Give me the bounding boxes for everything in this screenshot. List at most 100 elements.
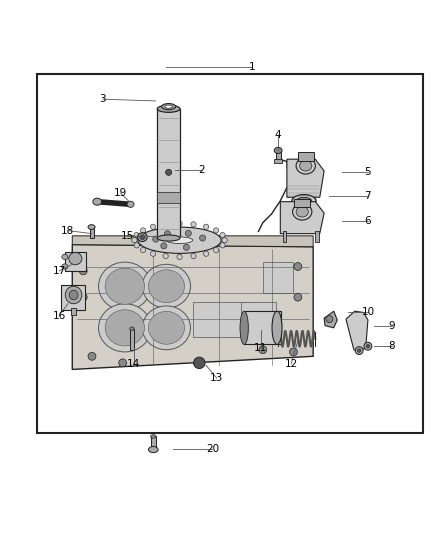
Circle shape xyxy=(132,238,137,243)
Bar xyxy=(90,227,94,238)
Ellipse shape xyxy=(69,290,78,300)
Bar xyxy=(61,285,85,310)
Circle shape xyxy=(294,293,302,301)
Text: 6: 6 xyxy=(364,215,371,225)
Polygon shape xyxy=(280,201,324,233)
Text: 5: 5 xyxy=(364,167,371,177)
Ellipse shape xyxy=(166,237,193,244)
Ellipse shape xyxy=(296,206,308,217)
Ellipse shape xyxy=(99,262,151,310)
Circle shape xyxy=(150,251,155,256)
Circle shape xyxy=(213,228,219,233)
Ellipse shape xyxy=(62,254,68,260)
Circle shape xyxy=(134,243,139,248)
Ellipse shape xyxy=(138,227,221,253)
Circle shape xyxy=(164,231,170,237)
Ellipse shape xyxy=(148,447,158,453)
Circle shape xyxy=(184,244,190,251)
Circle shape xyxy=(259,346,267,354)
Ellipse shape xyxy=(127,201,134,207)
Circle shape xyxy=(79,293,87,301)
Bar xyxy=(193,302,250,336)
Polygon shape xyxy=(287,159,324,197)
Ellipse shape xyxy=(65,286,82,304)
Bar xyxy=(241,302,276,336)
Circle shape xyxy=(200,235,206,241)
Bar xyxy=(283,231,286,243)
Ellipse shape xyxy=(142,264,191,308)
Circle shape xyxy=(191,253,196,259)
Ellipse shape xyxy=(148,270,184,303)
Polygon shape xyxy=(72,245,313,369)
Polygon shape xyxy=(324,311,337,328)
Ellipse shape xyxy=(300,160,312,171)
Bar xyxy=(263,262,293,293)
Text: 16: 16 xyxy=(53,311,66,320)
Ellipse shape xyxy=(99,304,151,352)
Text: 13: 13 xyxy=(210,373,223,383)
Ellipse shape xyxy=(138,233,147,241)
Polygon shape xyxy=(72,236,313,247)
Circle shape xyxy=(141,228,146,233)
Ellipse shape xyxy=(157,235,180,241)
Text: 15: 15 xyxy=(120,231,134,241)
Bar xyxy=(315,231,319,243)
Text: 10: 10 xyxy=(361,308,374,318)
Ellipse shape xyxy=(162,103,176,110)
Ellipse shape xyxy=(105,310,145,346)
Text: 3: 3 xyxy=(99,94,106,104)
Circle shape xyxy=(185,230,191,236)
Text: 18: 18 xyxy=(61,225,74,236)
Circle shape xyxy=(153,236,159,242)
Circle shape xyxy=(191,222,196,227)
Circle shape xyxy=(366,344,370,348)
Bar xyxy=(71,308,76,314)
Circle shape xyxy=(220,232,225,238)
Circle shape xyxy=(357,349,361,352)
Circle shape xyxy=(79,267,87,275)
Circle shape xyxy=(177,221,182,226)
Ellipse shape xyxy=(165,105,173,108)
Circle shape xyxy=(294,263,302,270)
Ellipse shape xyxy=(140,235,145,239)
Circle shape xyxy=(150,224,155,229)
Ellipse shape xyxy=(151,435,156,438)
Bar xyxy=(37,74,423,433)
Ellipse shape xyxy=(130,327,134,330)
Ellipse shape xyxy=(142,306,191,350)
Ellipse shape xyxy=(240,311,248,344)
Text: 4: 4 xyxy=(275,130,282,140)
Circle shape xyxy=(88,352,96,360)
Polygon shape xyxy=(346,311,368,352)
Circle shape xyxy=(326,316,333,322)
Circle shape xyxy=(163,222,168,227)
Ellipse shape xyxy=(69,253,82,265)
Bar xyxy=(130,329,134,350)
Circle shape xyxy=(134,232,139,238)
Bar xyxy=(244,311,281,344)
Circle shape xyxy=(364,342,372,350)
Bar xyxy=(157,192,180,203)
Text: 20: 20 xyxy=(206,444,219,454)
Text: 1: 1 xyxy=(248,62,255,72)
Bar xyxy=(157,109,180,238)
Ellipse shape xyxy=(93,198,102,205)
Bar xyxy=(294,199,310,207)
Circle shape xyxy=(177,254,182,260)
Circle shape xyxy=(194,357,205,368)
Circle shape xyxy=(290,348,297,356)
Text: 17: 17 xyxy=(53,266,66,276)
Circle shape xyxy=(166,169,172,175)
Ellipse shape xyxy=(293,204,312,220)
Circle shape xyxy=(222,238,227,243)
Ellipse shape xyxy=(272,311,282,344)
Ellipse shape xyxy=(62,264,68,269)
Circle shape xyxy=(355,346,363,354)
Text: 2: 2 xyxy=(198,165,205,175)
Ellipse shape xyxy=(88,225,95,230)
Text: 14: 14 xyxy=(127,359,140,369)
Ellipse shape xyxy=(157,106,180,112)
Circle shape xyxy=(141,247,146,253)
Bar xyxy=(65,253,86,271)
Bar xyxy=(151,437,156,449)
